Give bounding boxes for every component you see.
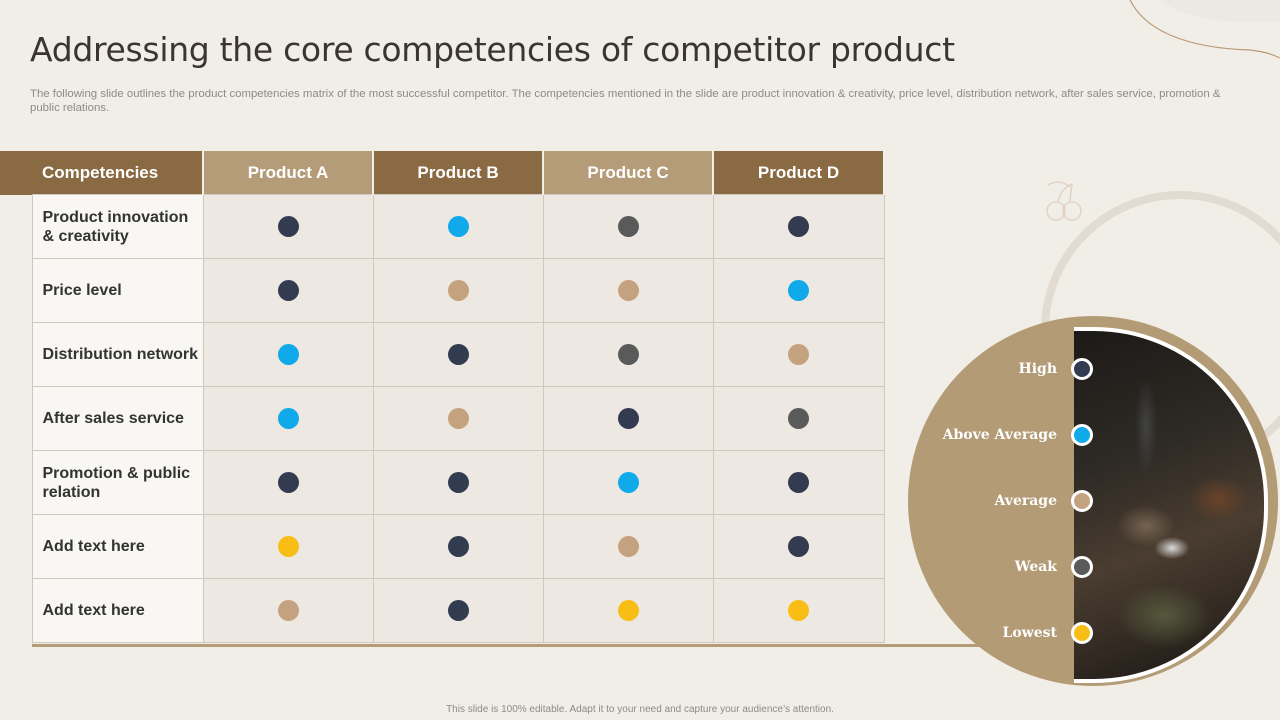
matrix-header-row: Competencies Product A Product B Product…	[0, 151, 885, 195]
rating-dot	[617, 408, 639, 429]
table-row: Add text here	[0, 578, 885, 643]
rating-dot	[788, 536, 809, 557]
legend-label: Above Average	[942, 427, 1057, 443]
rating-dot	[788, 344, 809, 365]
legend-item-average: Average	[913, 488, 1093, 514]
rating-dot	[447, 600, 469, 621]
cherry-icon	[1046, 181, 1082, 221]
rating-dot	[788, 600, 809, 621]
rating-dot	[617, 472, 639, 493]
page-subtitle: The following slide outlines the product…	[30, 88, 1221, 114]
header-competencies: Competencies	[0, 151, 204, 195]
rating-dot	[617, 216, 639, 237]
competency-matrix: Competencies Product A Product B Product…	[0, 151, 885, 643]
row-label: Promotion & public relation	[31, 450, 204, 515]
rating-dot	[788, 216, 809, 237]
header-product-c: Product C	[543, 151, 714, 195]
rating-dot	[788, 408, 809, 429]
table-row: Add text here	[0, 514, 885, 579]
rating-dot	[617, 536, 639, 557]
header-product-a: Product A	[203, 151, 374, 195]
rating-dot	[277, 216, 299, 237]
rating-dot	[277, 344, 299, 365]
legend-swatch	[1071, 622, 1093, 644]
table-row: Price level	[0, 258, 885, 323]
legend-swatch	[1071, 490, 1093, 512]
header-product-d: Product D	[713, 151, 885, 195]
row-label: Add text here	[31, 514, 204, 579]
legend-swatch	[1071, 358, 1093, 380]
rating-dot	[277, 472, 299, 493]
rating-dot	[447, 216, 469, 237]
rating-dot	[447, 536, 469, 557]
rating-dot	[277, 600, 299, 621]
legend-item-weak: Weak	[913, 554, 1093, 580]
table-row: Distribution network	[0, 322, 885, 387]
header-product-b: Product B	[373, 151, 544, 195]
row-label: Price level	[31, 258, 204, 323]
rating-dot	[617, 280, 639, 301]
row-label: Add text here	[31, 578, 204, 643]
row-label: Product innovation & creativity	[31, 194, 204, 259]
table-row: Promotion & public relation	[0, 450, 885, 515]
rating-dot	[617, 344, 639, 365]
rating-dot	[617, 600, 639, 621]
rating-dot	[447, 280, 469, 301]
row-label: After sales service	[31, 386, 204, 451]
table-row: After sales service	[0, 386, 885, 451]
table-row: Product innovation & creativity	[0, 194, 885, 259]
footer-note: This slide is 100% editable. Adapt it to…	[446, 704, 834, 715]
rating-dot	[277, 536, 299, 557]
legend-item-above-average: Above Average	[913, 422, 1093, 448]
rating-dot	[788, 472, 809, 493]
rating-dot	[447, 472, 469, 493]
rating-dot	[788, 280, 809, 301]
rating-dot	[277, 408, 299, 429]
legend-label: Weak	[1014, 559, 1057, 575]
legend-item-lowest: Lowest	[913, 620, 1093, 646]
row-label: Distribution network	[31, 322, 204, 387]
page-title: Addressing the core competencies of comp…	[30, 30, 955, 69]
legend-label: Average	[994, 493, 1057, 509]
table-underline	[32, 644, 982, 647]
rating-dot	[447, 408, 469, 429]
coffee-table-photo	[1074, 327, 1268, 683]
legend-label: High	[1018, 361, 1057, 377]
legend-label: Lowest	[1002, 625, 1058, 641]
legend-swatch	[1071, 424, 1093, 446]
legend-item-high: High	[913, 356, 1093, 382]
legend-swatch	[1071, 556, 1093, 578]
rating-dot	[277, 280, 299, 301]
rating-dot	[447, 344, 469, 365]
